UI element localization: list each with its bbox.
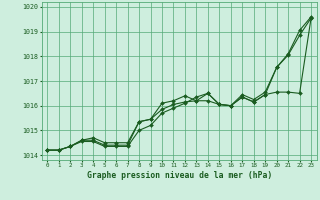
X-axis label: Graphe pression niveau de la mer (hPa): Graphe pression niveau de la mer (hPa) (87, 171, 272, 180)
